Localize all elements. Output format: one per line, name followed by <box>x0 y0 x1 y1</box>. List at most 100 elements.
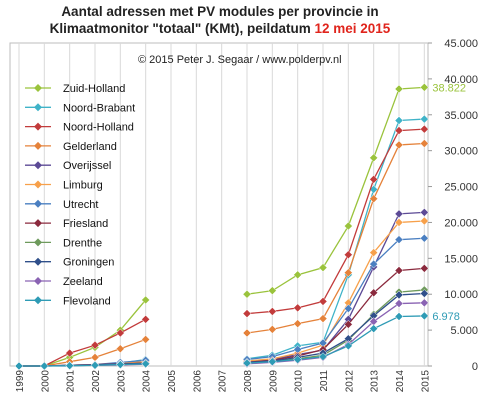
data-point <box>394 235 404 245</box>
legend-item: Utrecht <box>25 199 98 211</box>
data-point <box>369 248 379 257</box>
series-line <box>246 220 425 362</box>
data-point <box>394 312 404 321</box>
data-point <box>419 289 429 298</box>
legend-marker <box>34 122 42 131</box>
data-point <box>65 361 75 370</box>
data-point <box>318 263 328 273</box>
data-point <box>419 208 429 217</box>
data-point <box>419 124 429 134</box>
data-point <box>14 361 24 371</box>
data-point <box>293 303 303 313</box>
legend-marker <box>34 180 42 189</box>
data-point <box>343 320 353 329</box>
y-tick-label: 15.000 <box>444 253 478 265</box>
legend-marker <box>34 257 42 266</box>
legend-marker <box>34 219 42 228</box>
data-point <box>394 126 404 135</box>
legend-label: Drenthe <box>63 237 102 249</box>
series-line <box>246 237 425 361</box>
legend-marker <box>34 161 42 170</box>
data-point <box>141 314 151 324</box>
data-point <box>343 250 353 260</box>
series-line <box>246 128 425 315</box>
series-line <box>246 315 425 364</box>
data-point <box>419 114 429 124</box>
chart-title-main: Klimaatmonitor "totaal" (KMt), peildatum <box>49 21 311 36</box>
legend-label: Groningen <box>63 257 114 269</box>
legend-item: Gelderland <box>25 141 117 153</box>
data-point <box>394 84 404 94</box>
data-point <box>39 361 49 371</box>
legend-label: Overijssel <box>63 160 111 172</box>
legend-item: Zeeland <box>25 276 103 288</box>
legend-label: Zeeland <box>63 276 103 288</box>
data-point <box>242 328 252 338</box>
legend-marker <box>34 103 42 112</box>
x-tick-label: 2004 <box>142 370 153 393</box>
y-tick-label: 45.000 <box>444 38 478 50</box>
x-tick-label: 2007 <box>218 370 229 393</box>
data-point <box>369 153 379 163</box>
data-point <box>419 233 429 243</box>
x-tick-label: 2003 <box>116 370 127 393</box>
legend-item: Drenthe <box>25 237 102 249</box>
legend-item: Zuid-Holland <box>25 83 125 95</box>
x-tick-label: 2012 <box>344 370 355 393</box>
data-point <box>115 344 125 354</box>
legend-label: Zuid-Holland <box>63 83 125 95</box>
data-point <box>419 216 429 226</box>
legend-item: Limburg <box>25 180 103 192</box>
chart-title-line-1: Aantal adressen met PV modules per provi… <box>61 4 379 19</box>
series-line <box>246 86 425 295</box>
data-point <box>343 304 353 313</box>
data-point <box>267 286 277 295</box>
data-point <box>394 209 404 219</box>
x-tick-label: 2009 <box>268 370 279 393</box>
x-tick-label: 2013 <box>370 370 381 393</box>
legend-label: Noord-Holland <box>63 122 134 134</box>
legend-label: Utrecht <box>63 199 98 211</box>
data-point <box>242 309 252 318</box>
legend-item: Overijssel <box>25 160 111 172</box>
y-tick-label: 40.000 <box>444 74 478 86</box>
data-point <box>141 359 151 369</box>
data-point <box>293 355 303 364</box>
data-point <box>419 139 429 148</box>
chart-title-line-2: Klimaatmonitor "totaal" (KMt), peildatum… <box>0 21 440 36</box>
x-tick-label: 1999 <box>15 370 26 393</box>
data-point <box>369 324 379 334</box>
data-point <box>141 295 151 305</box>
series-line <box>246 292 425 364</box>
series-line <box>246 118 425 360</box>
data-point <box>90 340 100 350</box>
legend-item: Noord-Brabant <box>25 102 135 114</box>
legend-marker <box>34 296 42 305</box>
data-point <box>267 325 277 334</box>
data-point <box>394 266 404 275</box>
legend-label: Flevoland <box>63 295 111 307</box>
data-point <box>242 289 252 299</box>
data-point <box>394 116 404 125</box>
data-point <box>293 270 303 280</box>
legend-marker <box>34 84 42 92</box>
x-tick-label: 2001 <box>66 370 77 393</box>
legend-marker <box>34 277 42 285</box>
x-tick-label: 2011 <box>319 370 330 392</box>
x-tick-label: 2010 <box>294 370 305 393</box>
data-point <box>90 360 100 370</box>
y-tick-label: 10.000 <box>444 289 478 301</box>
legend-label: Gelderland <box>63 141 117 153</box>
data-point <box>419 82 429 92</box>
x-tick-label: 2006 <box>192 370 203 393</box>
legend-item: Flevoland <box>25 295 111 307</box>
data-point <box>394 290 404 300</box>
data-point <box>267 357 277 367</box>
data-point <box>115 328 125 338</box>
y-tick-label: 30.000 <box>444 146 478 158</box>
y-tick-label: 20.000 <box>444 217 478 229</box>
data-point <box>419 298 429 308</box>
value-annotation: 6.978 <box>432 311 460 323</box>
legend-item: Groningen <box>25 257 114 269</box>
